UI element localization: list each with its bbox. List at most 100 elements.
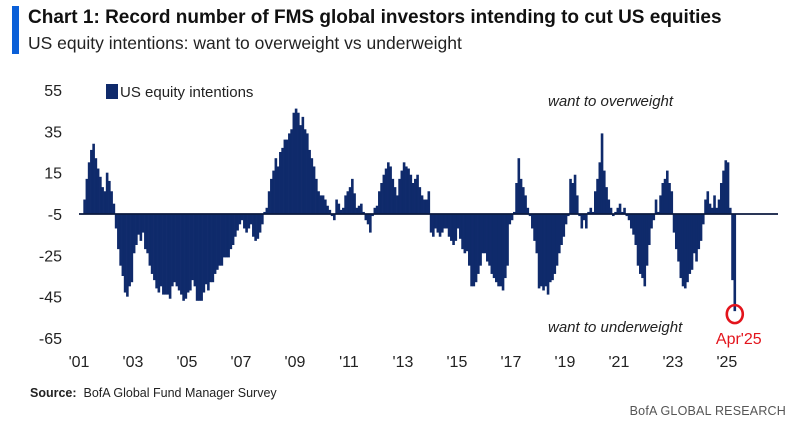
bar — [387, 162, 390, 214]
bar — [240, 214, 244, 221]
bar — [650, 214, 653, 229]
bar — [733, 214, 737, 312]
bar — [189, 214, 192, 291]
bar — [380, 183, 383, 214]
bar — [299, 125, 302, 214]
bar — [704, 199, 707, 214]
bar — [339, 209, 343, 214]
bar — [171, 214, 174, 287]
bar — [186, 214, 190, 293]
bar — [425, 199, 428, 214]
bar — [585, 214, 588, 229]
bar — [686, 214, 689, 283]
bar — [159, 214, 163, 287]
bar — [713, 195, 716, 214]
bar — [474, 214, 478, 283]
bar — [432, 214, 435, 237]
bar — [598, 162, 602, 214]
x-tick-label: '01 — [69, 354, 90, 371]
bar — [699, 214, 703, 241]
bar — [629, 214, 633, 229]
bar — [288, 133, 291, 214]
bar — [447, 214, 451, 237]
bar — [384, 168, 388, 214]
bar — [112, 203, 116, 214]
bar — [501, 214, 505, 291]
bar — [236, 214, 239, 231]
x-tick-label: '19 — [554, 354, 575, 371]
bar — [405, 166, 408, 214]
bar — [137, 214, 140, 235]
bar — [731, 214, 734, 281]
chart-title: Chart 1: Record number of FMS global inv… — [28, 7, 722, 28]
bar — [252, 214, 255, 237]
bar — [605, 187, 608, 214]
bar — [245, 214, 248, 233]
bar — [715, 207, 719, 214]
bar — [499, 214, 503, 287]
bar — [243, 214, 246, 229]
bar — [540, 214, 543, 287]
bar — [537, 214, 541, 289]
bar — [373, 207, 377, 214]
bar — [369, 214, 372, 233]
bar — [310, 158, 314, 214]
bar — [436, 214, 440, 233]
legend: US equity intentions — [106, 84, 253, 101]
bar — [418, 187, 422, 214]
bar — [722, 170, 725, 214]
bar — [427, 191, 431, 214]
bar — [468, 214, 471, 266]
bar — [454, 214, 458, 241]
bar — [483, 214, 487, 254]
x-tick-label: '17 — [501, 354, 522, 371]
bar — [575, 195, 579, 214]
bar — [207, 214, 210, 291]
bar — [515, 183, 518, 214]
bar — [549, 214, 552, 283]
bar — [526, 207, 530, 214]
chart-subtitle: US equity intentions: want to overweight… — [28, 33, 462, 53]
bar — [209, 214, 212, 283]
bar — [375, 205, 379, 214]
bar — [227, 214, 230, 258]
x-tick-label: '13 — [393, 354, 414, 371]
bar — [674, 214, 678, 250]
bar — [265, 207, 269, 214]
bar — [119, 214, 122, 266]
bar — [609, 207, 613, 214]
bar — [423, 199, 426, 214]
bar — [450, 214, 453, 241]
bar — [710, 207, 714, 214]
bar — [162, 214, 165, 295]
bar — [229, 214, 233, 250]
bar — [411, 183, 415, 214]
highlight-label: Apr'25 — [716, 331, 762, 348]
bar — [636, 214, 640, 266]
x-tick-label: '21 — [608, 354, 629, 371]
bar — [267, 191, 271, 214]
bar — [238, 214, 242, 225]
bar — [184, 214, 188, 299]
bar — [661, 183, 665, 214]
bar — [139, 214, 143, 241]
bar — [504, 214, 507, 279]
bar — [402, 162, 406, 214]
bar — [132, 214, 136, 254]
bar — [279, 152, 282, 214]
bar — [429, 214, 433, 233]
bar — [639, 214, 642, 274]
bar — [141, 214, 145, 233]
bar — [256, 214, 260, 239]
bar — [708, 203, 712, 214]
bar — [328, 209, 332, 214]
bar — [542, 214, 545, 291]
y-tick-label: 35 — [44, 124, 62, 141]
bar — [562, 214, 566, 237]
bar — [634, 214, 638, 245]
bar — [337, 203, 341, 214]
bar — [330, 214, 334, 217]
bar — [645, 214, 649, 266]
bar — [108, 180, 111, 214]
bar — [470, 214, 473, 287]
